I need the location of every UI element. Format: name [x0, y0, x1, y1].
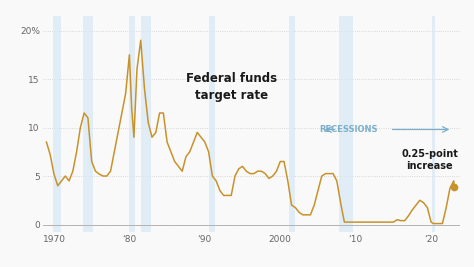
Text: RECESSIONS: RECESSIONS [319, 125, 377, 134]
Bar [339, 16, 353, 232]
Bar [83, 16, 93, 232]
Bar [141, 16, 151, 232]
Bar [289, 16, 295, 232]
Bar [129, 16, 135, 232]
Bar [53, 16, 61, 232]
Text: Federal funds
target rate: Federal funds target rate [186, 72, 277, 102]
Text: 0.25-point
increase: 0.25-point increase [401, 149, 458, 171]
Bar [432, 16, 435, 232]
Bar [210, 16, 215, 232]
